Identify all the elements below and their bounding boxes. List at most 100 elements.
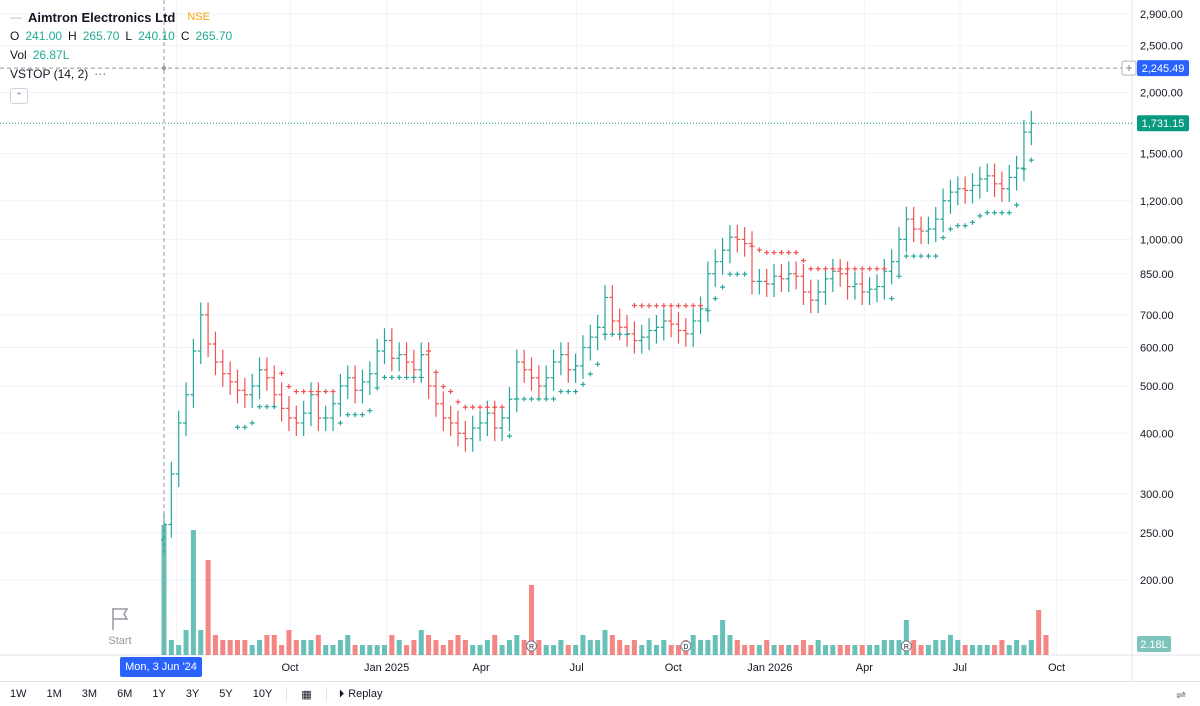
x-tick-label: Oct: [665, 662, 682, 674]
y-tick-label: 1,200.00: [1140, 196, 1183, 208]
volume-bar: [977, 645, 983, 655]
replay-label: Replay: [348, 688, 383, 700]
timeframe-5y[interactable]: 5Y: [219, 688, 233, 700]
crosshair-price-tag: 2,245.49: [1142, 63, 1185, 75]
volume-bar: [521, 640, 527, 655]
volume-bar: [337, 640, 343, 655]
volume-bar: [418, 630, 424, 655]
volume-bar: [374, 645, 380, 655]
timeframe-1y[interactable]: 1Y: [152, 688, 166, 700]
low-value: 240.10: [138, 29, 175, 43]
volume-bar: [308, 640, 314, 655]
volume-bar: [404, 645, 410, 655]
x-tick-label: Jul: [953, 662, 967, 674]
low-label: L: [125, 29, 133, 43]
plus-icon: +: [1125, 61, 1132, 75]
crosshair-price-tag-bg: [1137, 60, 1189, 77]
timeframe-10y[interactable]: 10Y: [252, 688, 273, 700]
x-tick-label: Oct: [281, 662, 298, 674]
volume-bar: [859, 645, 865, 655]
volume-bar: [440, 645, 446, 655]
x-tick-label: Apr: [473, 662, 490, 674]
close-label: C: [180, 29, 190, 43]
start-flag[interactable]: Start: [100, 606, 140, 647]
volume-bar: [668, 645, 674, 655]
volume-bar: [359, 645, 365, 655]
timeframe-1m[interactable]: 1M: [46, 688, 62, 700]
volume-bar: [808, 645, 814, 655]
start-label: Start: [108, 635, 132, 647]
volume-bar: [793, 645, 799, 655]
volume-bar: [727, 635, 733, 655]
y-tick-label: 250.00: [1140, 528, 1174, 540]
volume-bar: [970, 645, 975, 655]
collapse-legend-button[interactable]: ⌃: [10, 88, 28, 104]
volume-bar: [462, 640, 468, 655]
event-marker: [680, 640, 692, 652]
open-label: O: [10, 29, 20, 43]
volume-bar: [235, 640, 240, 655]
x-tick-label: Jan 2026: [747, 662, 792, 674]
volume-bar: [543, 645, 549, 655]
volume-bar: [933, 640, 939, 655]
calendar-icon[interactable]: ▦: [301, 688, 312, 701]
y-tick-label: 700.00: [1140, 310, 1174, 322]
indicator-row[interactable]: VSTOP (14, 2) ⋯: [10, 65, 232, 84]
volume-bar: [867, 645, 873, 655]
volume-tag: 2.18L: [1140, 639, 1168, 651]
volume-bar: [676, 645, 681, 655]
indicator-label[interactable]: VSTOP (14, 2): [10, 67, 89, 81]
volume-bar: [720, 620, 726, 655]
volume-value: 26.87L: [32, 48, 70, 62]
add-alert-button[interactable]: [1121, 60, 1137, 76]
volume-bar: [565, 645, 571, 655]
volume-bar: [653, 645, 659, 655]
volume-bar: [279, 645, 285, 655]
volume-bar: [698, 640, 704, 655]
bottom-toolbar: 1W 1M 3M 6M 1Y 3Y 5Y 10Y ▦ ⏵ Replay ⇌: [0, 681, 1200, 706]
volume-bar: [771, 645, 777, 655]
volume-bar: [999, 640, 1005, 655]
timeframe-1w[interactable]: 1W: [10, 688, 27, 700]
settings-icon[interactable]: ⇌: [1175, 688, 1186, 702]
open-value: 241.00: [25, 29, 63, 43]
y-tick-label: 300.00: [1140, 489, 1174, 501]
volume-bar: [573, 645, 579, 655]
x-tick-label: Oct: [1048, 662, 1065, 674]
y-tick-label: 2,500.00: [1140, 40, 1183, 52]
y-tick-label: 1,500.00: [1140, 149, 1183, 161]
volume-bar: [617, 640, 623, 655]
volume-bar: [205, 560, 211, 655]
volume-bar: [448, 640, 454, 655]
volume-bar: [389, 635, 395, 655]
volume-bar: [918, 645, 924, 655]
y-tick-label: 1,000.00: [1140, 234, 1183, 246]
volume-bar: [1014, 640, 1020, 655]
timeframe-3y[interactable]: 3Y: [185, 688, 200, 700]
volume-bar: [529, 585, 534, 655]
price-chart-svg[interactable]: 200.00 250.00 300.00 400.00 500.00 600.00 700.…: [0, 0, 1200, 681]
volume-bar: [323, 645, 329, 655]
volume-bar: [852, 645, 858, 655]
timeframe-6m[interactable]: 6M: [117, 688, 133, 700]
volume-row: Vol 26.87L: [10, 46, 232, 65]
volume-bar: [382, 645, 387, 655]
play-icon: ⏵: [338, 687, 345, 700]
volume-bar: [257, 640, 263, 655]
volume-bar: [845, 645, 851, 655]
volume-tag-bg: [1137, 636, 1171, 652]
volume-bar: [190, 530, 196, 655]
x-tick-label: Apr: [856, 662, 873, 674]
symbol-name[interactable]: Aimtron Electronics Ltd: [28, 10, 176, 25]
replay-button[interactable]: ⏵ Replay: [331, 688, 391, 701]
ohlc-row: O 241.00 H 265.70 L 240.10 C 265.70: [10, 27, 232, 46]
volume-bar: [734, 640, 740, 655]
more-icon[interactable]: ⋯: [94, 67, 107, 81]
volume-bar: [881, 640, 887, 655]
volume-bar: [506, 640, 512, 655]
volume-bar: [330, 645, 336, 655]
timeframe-3m[interactable]: 3M: [81, 688, 98, 700]
volume-bar: [940, 640, 946, 655]
volume-bar: [602, 630, 608, 655]
